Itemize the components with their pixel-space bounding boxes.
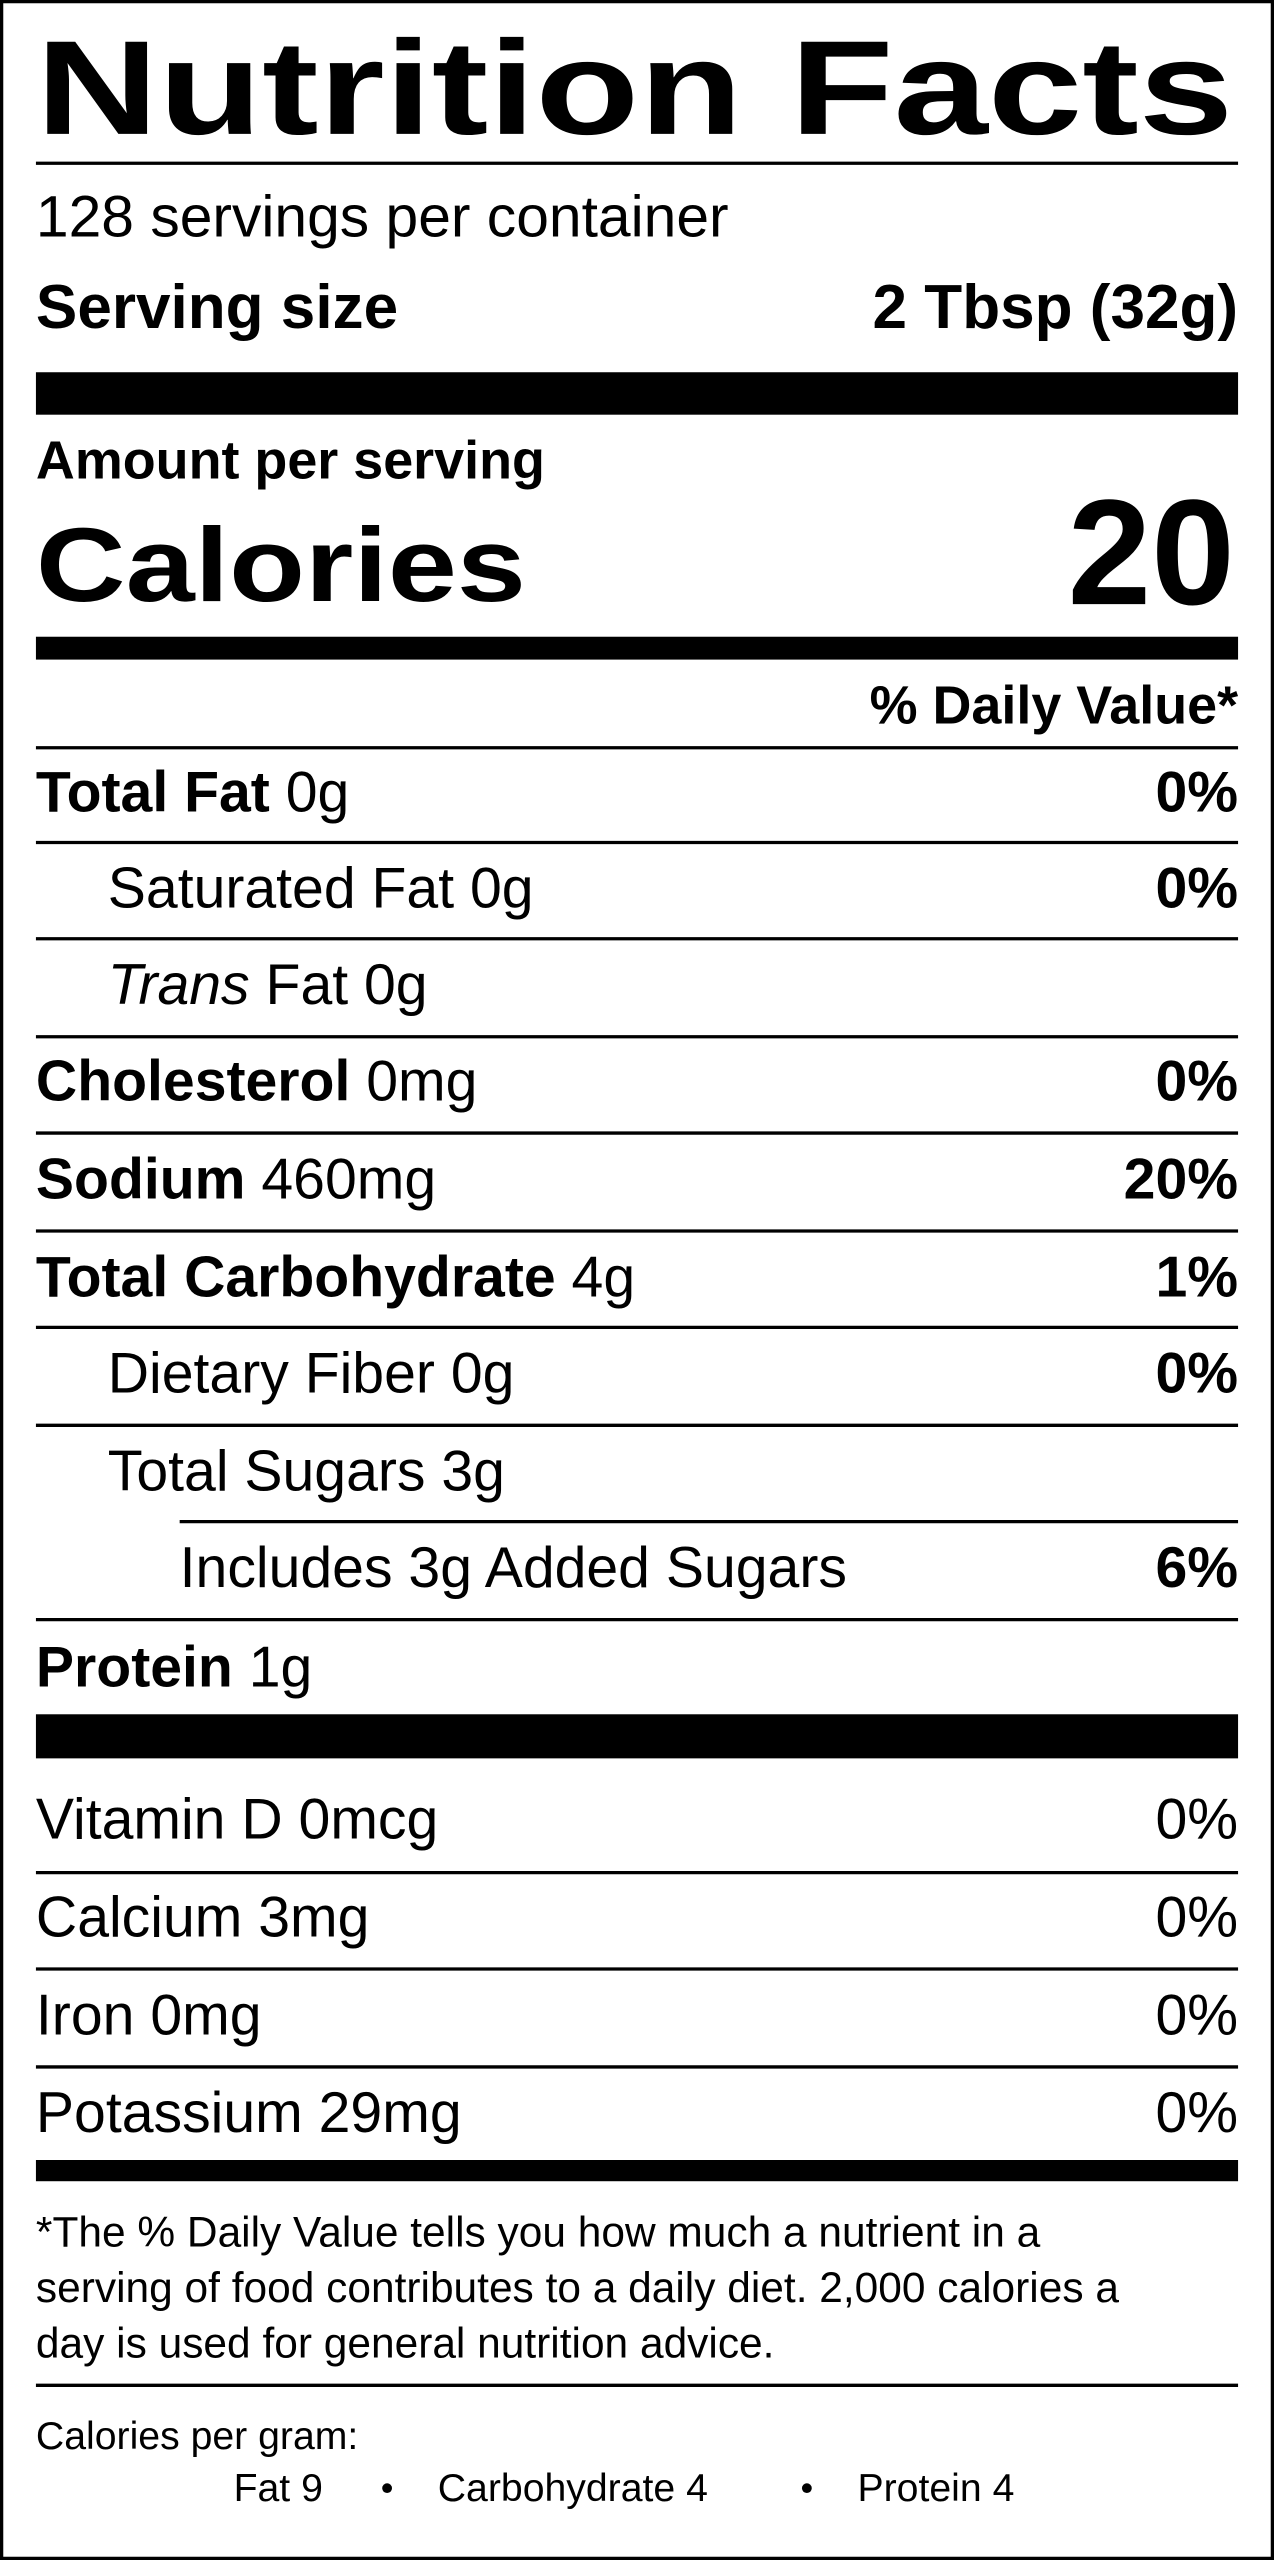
nutrient-dv: 1% [1155, 1245, 1238, 1309]
nutrient-name: Dietary Fiber [108, 1342, 435, 1406]
nutrient-amount: 0g [364, 953, 428, 1017]
nutrient-row: Sodium 460mg [36, 1147, 436, 1211]
nutrient-row: Trans Fat 0g [108, 953, 428, 1017]
calories-value: 20 [1068, 468, 1235, 636]
calories-per-gram-item: Fat 9 [234, 2467, 323, 2510]
vitamin-amount: 0mcg [299, 1787, 439, 1851]
nutrient-dv: 6% [1155, 1536, 1238, 1600]
nutrient-dv: 0% [1155, 857, 1238, 921]
calories-per-gram-item: Carbohydrate 4 [438, 2467, 708, 2510]
nutrient-dv: 20% [1124, 1147, 1238, 1211]
bullet [801, 2483, 812, 2494]
nutrient-row: Protein 1g [36, 1636, 312, 1700]
thick-bar [35, 1714, 1239, 1759]
medium-bar [35, 636, 1239, 660]
nutrient-name: Includes 3g Added Sugars [180, 1536, 847, 1600]
vitamin-name: Iron [36, 1983, 134, 2047]
servings: 128 servings per container [36, 185, 729, 250]
nutrient-name: Total Sugars [108, 1440, 426, 1504]
nutrient-row: Total Carbohydrate 4g [36, 1245, 635, 1309]
vitamin-amount: 0mg [150, 1983, 261, 2047]
vitamin-dv: 0% [1155, 1885, 1238, 1949]
vitamin-amount: 29mg [319, 2081, 462, 2145]
nutrient-name: Protein [36, 1636, 233, 1700]
nutrient-amount: 4g [572, 1245, 636, 1309]
footnote-line: *The % Daily Value tells you how much a … [36, 2209, 1041, 2256]
nutrient-row: Total Fat 0g [36, 760, 349, 824]
calories-label: Calories [36, 507, 526, 624]
nutrient-row: Total Sugars 3g [108, 1440, 505, 1504]
vitamin-dv: 0% [1155, 1983, 1238, 2047]
nutrient-row: Cholesterol 0mg [36, 1049, 477, 1113]
vitamin-name: Vitamin D [36, 1787, 283, 1851]
nutrient-amount: 0g [286, 760, 350, 824]
calories-per-gram-item: Protein 4 [857, 2467, 1014, 2510]
nutrient-dv: 0% [1155, 1342, 1238, 1406]
nutrient-row: Dietary Fiber 0g [108, 1342, 515, 1406]
nutrient-name: Saturated Fat [108, 857, 454, 921]
nutrient-amount: 0g [470, 857, 534, 921]
footnote-line: serving of food contributes to a daily d… [36, 2264, 1119, 2311]
vitamin-name: Calcium [36, 1885, 242, 1949]
footnote-line: day is used for general nutrition advice… [36, 2320, 775, 2367]
vitamin-row: Iron 0mg [36, 1983, 262, 2047]
amount-label: Amount per serving [36, 430, 545, 490]
thick-bar [35, 372, 1239, 415]
nutrient-amount: 0g [451, 1342, 515, 1406]
serving-size-label: Serving size [36, 273, 398, 342]
nutrient-amount: 3g [441, 1440, 505, 1504]
dv-header: % Daily Value* [870, 675, 1238, 735]
title: Nutrition Facts [36, 14, 1233, 163]
vitamin-amount: 3mg [258, 1885, 369, 1949]
vitamin-name: Potassium [36, 2081, 303, 2145]
nutrient-name: Sodium [36, 1147, 246, 1211]
nutrient-name: Total Fat [36, 760, 270, 824]
vitamin-row: Vitamin D 0mcg [36, 1787, 438, 1851]
nutrient-name: Total Carbohydrate [36, 1245, 556, 1309]
serving-size: 2 Tbsp (32g) [873, 273, 1239, 342]
nutrient-amount: 1g [249, 1636, 313, 1700]
nutrient-amount: 460mg [261, 1147, 436, 1211]
vitamin-row: Potassium 29mg [36, 2081, 462, 2145]
nutrient-amount: 0mg [366, 1049, 477, 1113]
nutrient-name-italic: Trans [108, 953, 250, 1017]
nutrient-dv: 0% [1155, 760, 1238, 824]
nutrient-name: Cholesterol [36, 1049, 350, 1113]
vitamin-dv: 0% [1155, 1787, 1238, 1851]
calories-per-gram-label: Calories per gram: [36, 2415, 358, 2458]
nutrient-dv: 0% [1155, 1049, 1238, 1113]
bullet [382, 2483, 392, 2494]
nutrient-name: Fat [266, 953, 349, 1017]
medium-bar [35, 2160, 1239, 2182]
nutrient-row: Saturated Fat 0g [108, 857, 534, 921]
vitamin-row: Calcium 3mg [36, 1885, 370, 1949]
vitamin-dv: 0% [1155, 2081, 1238, 2145]
